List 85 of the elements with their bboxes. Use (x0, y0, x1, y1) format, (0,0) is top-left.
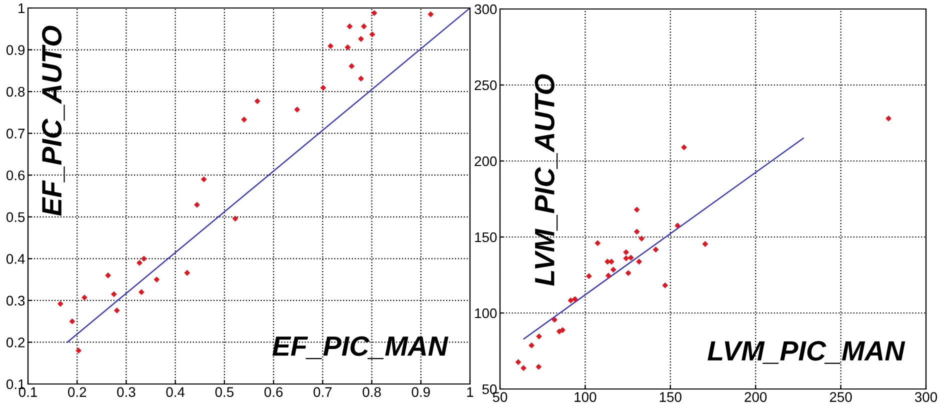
y-axis-title: LVM_PIC_AUTO (534, 74, 558, 286)
point (625, 270, 632, 276)
x-tick-label: 1 (467, 387, 474, 397)
point (634, 206, 640, 213)
point (560, 327, 566, 333)
x-tick-label: 300 (914, 392, 938, 402)
point (138, 289, 144, 296)
x-tick-label: 250 (830, 392, 852, 402)
point (536, 333, 542, 340)
point (636, 258, 642, 265)
point (369, 31, 376, 38)
point (610, 266, 616, 273)
point (681, 144, 687, 150)
x-tick-label: 50 (492, 392, 508, 402)
x-tick-label: 0.4 (166, 387, 185, 397)
point (594, 240, 601, 246)
point (586, 273, 592, 280)
point (702, 241, 708, 247)
point (662, 282, 668, 288)
x-tick-label: 0.8 (362, 387, 381, 397)
point (194, 202, 200, 208)
point (200, 176, 207, 182)
point (294, 106, 300, 112)
y-axis-title: EF_PIC_AUTO (42, 26, 65, 216)
y-tick-label: 0.7 (6, 128, 25, 139)
point (428, 11, 434, 18)
y-tick-label: 200 (474, 156, 497, 166)
point (371, 10, 378, 16)
point (348, 63, 355, 70)
point (605, 272, 612, 279)
y-tick-label: 0.5 (6, 212, 25, 222)
y-tick-label: 0.4 (6, 254, 25, 264)
point (105, 272, 111, 278)
y-tick-label: 0.3 (6, 296, 25, 306)
point (254, 98, 260, 104)
x-tick-label: 0.3 (117, 387, 136, 397)
point (136, 260, 142, 266)
point (111, 291, 117, 298)
point (628, 254, 634, 261)
y-tick-label: 0.8 (6, 86, 25, 97)
y-tick-label: 1 (18, 3, 25, 14)
point (57, 300, 64, 307)
point (358, 36, 364, 42)
point (140, 256, 147, 262)
x-tick-label: 150 (660, 392, 682, 402)
y-tick-label: 0.1 (6, 379, 25, 390)
point (76, 348, 82, 354)
point (623, 255, 630, 262)
x-tick-label: 0.9 (412, 387, 430, 397)
x-axis-title: EF_PIC_MAN (272, 336, 448, 360)
x-tick-label: 0.6 (264, 387, 283, 397)
y-tick-label: 0.2 (6, 338, 25, 348)
point (886, 115, 892, 122)
point (358, 76, 364, 82)
point (360, 23, 367, 30)
y-tick-label: 300 (474, 4, 497, 14)
y-tick-label: 0.6 (6, 170, 25, 180)
x-tick-label: 200 (744, 392, 767, 402)
y-tick-label: 250 (474, 80, 497, 90)
y-tick-label: 0.9 (6, 45, 25, 55)
point (568, 297, 574, 304)
point (623, 249, 630, 256)
point (536, 364, 542, 370)
x-tick-label: 100 (574, 392, 596, 402)
point (320, 84, 326, 91)
point (232, 216, 238, 222)
point (241, 116, 248, 122)
x-tick-label: 0.2 (68, 387, 86, 397)
point (634, 228, 640, 235)
point (114, 308, 120, 314)
point (552, 316, 558, 323)
point (346, 23, 353, 30)
point (674, 222, 681, 229)
point (652, 246, 659, 253)
point (638, 236, 645, 242)
x-tick-label: 0.5 (215, 387, 234, 397)
point (69, 318, 76, 324)
point (528, 342, 534, 348)
x-tick-label: 0.7 (314, 387, 332, 397)
point (184, 270, 190, 276)
x-axis-title: LVM_PIC_MAN (708, 341, 906, 364)
point (154, 276, 160, 282)
point (515, 359, 522, 366)
y-tick-label: 150 (475, 232, 497, 242)
y-tick-label: 100 (475, 308, 497, 318)
